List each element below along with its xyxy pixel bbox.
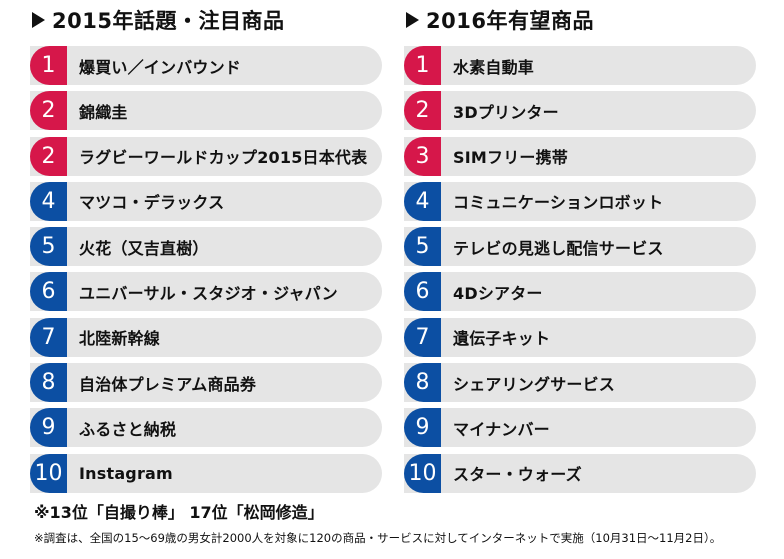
ranking-row: 7 遺伝子キット: [404, 317, 756, 357]
item-label: 爆買い／インバウンド: [79, 57, 242, 77]
rank-badge: 2: [30, 91, 67, 131]
rank-badge: 2: [30, 136, 67, 176]
item-label: 4Dシアター: [453, 283, 543, 303]
item-label: シェアリングサービス: [453, 374, 616, 394]
rank-badge: 9: [404, 408, 441, 448]
item-label: 遺伝子キット: [453, 329, 551, 349]
ranking-row: 5 火花（又吉直樹）: [30, 227, 382, 267]
rank-badge: 7: [30, 317, 67, 357]
ranking-row: 3 SIMフリー携帯: [404, 136, 756, 176]
rank-badge: 7: [404, 317, 441, 357]
item-label: ラグビーワールドカップ2015日本代表: [79, 148, 368, 168]
ranking-2016-title: 2016年有望商品: [404, 0, 756, 40]
ranking-row: 6 ユニバーサル・スタジオ・ジャパン: [30, 272, 382, 312]
item-label: SIMフリー携帯: [453, 148, 568, 168]
rank-badge: 4: [404, 181, 441, 221]
ranking-2015-title-text: 2015年話題・注目商品: [52, 9, 285, 33]
ranking-row: 8 シェアリングサービス: [404, 363, 756, 403]
ranking-2016: 2016年有望商品 1 水素自動車 2 3Dプリンター 3 SIMフリー携帯 4 コミュニケー…: [404, 0, 756, 493]
ranking-row: 4 マツコ・デラックス: [30, 181, 382, 221]
rank-badge: 6: [404, 272, 441, 312]
ranking-row: 1 爆買い／インバウンド: [30, 46, 382, 85]
item-label: 自治体プレミアム商品券: [79, 374, 257, 394]
ranking-row: 2 錦織圭: [30, 91, 382, 131]
item-label: ユニバーサル・スタジオ・ジャパン: [79, 283, 338, 303]
extra-ranks-note: ※13位「自撮り棒」 17位「松岡修造」: [34, 503, 324, 522]
rank-badge: 5: [404, 227, 441, 267]
item-label: 火花（又吉直樹）: [79, 238, 209, 258]
item-label: スター・ウォーズ: [453, 465, 582, 485]
item-label: Instagram: [79, 463, 173, 483]
rank-badge: 3: [404, 136, 441, 176]
ranking-row: 4 コミュニケーションロボット: [404, 181, 756, 221]
item-label: コミュニケーションロボット: [453, 193, 664, 213]
item-label: テレビの見逃し配信サービス: [453, 238, 664, 258]
triangle-bullet-icon: [406, 12, 419, 28]
item-label: 水素自動車: [453, 57, 535, 77]
rank-badge: 8: [404, 363, 441, 403]
ranking-row: 9 ふるさと納税: [30, 408, 382, 448]
item-label: マイナンバー: [453, 419, 550, 439]
rank-badge: 2: [404, 91, 441, 131]
ranking-row: 10 スター・ウォーズ: [404, 453, 756, 493]
ranking-row: 2 ラグビーワールドカップ2015日本代表: [30, 136, 382, 176]
item-label: マツコ・デラックス: [79, 193, 225, 213]
ranking-2015: 2015年話題・注目商品 1 爆買い／インバウンド 2 錦織圭 2 ラグビーワールドカップ…: [30, 0, 382, 493]
ranking-row: 7 北陸新幹線: [30, 317, 382, 357]
ranking-row: 1 水素自動車: [404, 46, 756, 85]
ranking-row: 8 自治体プレミアム商品券: [30, 363, 382, 403]
ranking-2015-title: 2015年話題・注目商品: [30, 0, 382, 40]
triangle-bullet-icon: [32, 12, 45, 28]
survey-note: ※調査は、全国の15～69歳の男女計2000人を対象に120の商品・サービスに対…: [34, 531, 722, 545]
ranking-row: 2 3Dプリンター: [404, 91, 756, 131]
rank-badge: 10: [30, 453, 67, 493]
ranking-2016-title-text: 2016年有望商品: [426, 9, 594, 33]
item-label: 錦織圭: [79, 102, 128, 122]
ranking-row: 5 テレビの見逃し配信サービス: [404, 227, 756, 267]
rank-badge: 1: [404, 46, 441, 85]
ranking-row: 9 マイナンバー: [404, 408, 756, 448]
item-label: 北陸新幹線: [79, 329, 161, 349]
ranking-row: 10 Instagram: [30, 453, 382, 493]
ranking-2015-list: 1 爆買い／インバウンド 2 錦織圭 2 ラグビーワールドカップ2015日本代表 4 マツコ・…: [30, 46, 382, 499]
rank-badge: 5: [30, 227, 67, 267]
item-label: 3Dプリンター: [453, 102, 559, 122]
rank-badge: 1: [30, 46, 67, 85]
ranking-row: 6 4Dシアター: [404, 272, 756, 312]
rank-badge: 4: [30, 181, 67, 221]
ranking-2016-list: 1 水素自動車 2 3Dプリンター 3 SIMフリー携帯 4 コミュニケーションロボット 5 テレ…: [404, 46, 756, 499]
rank-badge: 9: [30, 408, 67, 448]
rank-badge: 6: [30, 272, 67, 312]
rank-badge: 8: [30, 363, 67, 403]
rank-badge: 10: [404, 453, 441, 493]
item-label: ふるさと納税: [79, 419, 177, 439]
